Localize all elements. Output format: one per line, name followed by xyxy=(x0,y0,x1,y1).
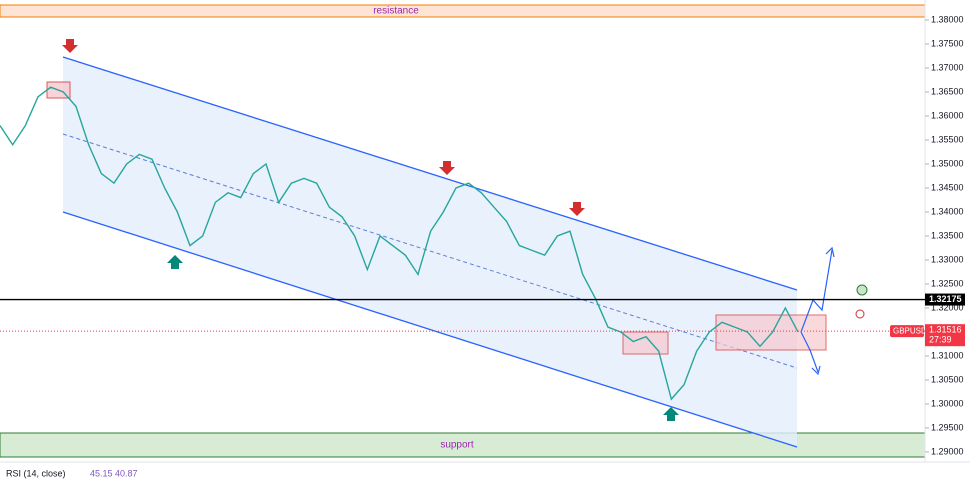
resistance-label: resistance xyxy=(373,6,419,17)
level-tag xyxy=(925,293,965,306)
y-tick-label: 1.38000 xyxy=(931,14,964,24)
y-tick-label: 1.37500 xyxy=(931,38,964,48)
indicator-label: RSI (14, close) xyxy=(6,468,66,478)
y-tick-label: 1.34000 xyxy=(931,206,964,216)
y-tick-label: 1.36000 xyxy=(931,110,964,120)
price-series xyxy=(0,86,799,401)
symbol-label: GBPUSD xyxy=(893,326,927,335)
y-tick-label: 1.35000 xyxy=(931,158,964,168)
channel-lower xyxy=(62,211,798,448)
indicator-value: 40.87 xyxy=(115,468,138,478)
y-tick-label: 1.33000 xyxy=(931,254,964,264)
y-tick-label: 1.29000 xyxy=(931,446,964,456)
up-arrows xyxy=(167,255,679,421)
channel-mid xyxy=(62,133,798,369)
y-tick-label: 1.31000 xyxy=(931,350,964,360)
box xyxy=(715,314,827,351)
projection-arrows xyxy=(800,246,835,376)
level-label: 1.32175 xyxy=(929,294,962,304)
box xyxy=(622,331,669,355)
y-tick-label: 1.30500 xyxy=(931,374,964,384)
price-label: 1.31516 xyxy=(929,325,962,335)
channel-upper xyxy=(62,56,798,291)
resistance-zone xyxy=(0,4,926,18)
y-tick-label: 1.29500 xyxy=(931,422,964,432)
channel-fill xyxy=(63,57,797,447)
price-tag xyxy=(925,324,965,347)
price-line xyxy=(0,86,799,401)
y-tick-label: 1.32500 xyxy=(931,278,964,288)
y-tick-label: 1.37000 xyxy=(931,62,964,72)
support-label: support xyxy=(440,440,474,451)
y-tick-label: 1.33500 xyxy=(931,230,964,240)
marker xyxy=(855,309,865,319)
down-arrows xyxy=(62,39,585,216)
y-tick-label: 1.36500 xyxy=(931,86,964,96)
countdown-label: 27:39 xyxy=(929,335,952,345)
marker xyxy=(856,284,868,296)
y-tick-label: 1.35500 xyxy=(931,134,964,144)
y-tick-label: 1.34500 xyxy=(931,182,964,192)
indicator-value: 45.15 xyxy=(90,468,113,478)
symbol-tag xyxy=(890,325,924,338)
y-tick-label: 1.30000 xyxy=(931,398,964,408)
y-tick-label: 1.32000 xyxy=(931,302,964,312)
